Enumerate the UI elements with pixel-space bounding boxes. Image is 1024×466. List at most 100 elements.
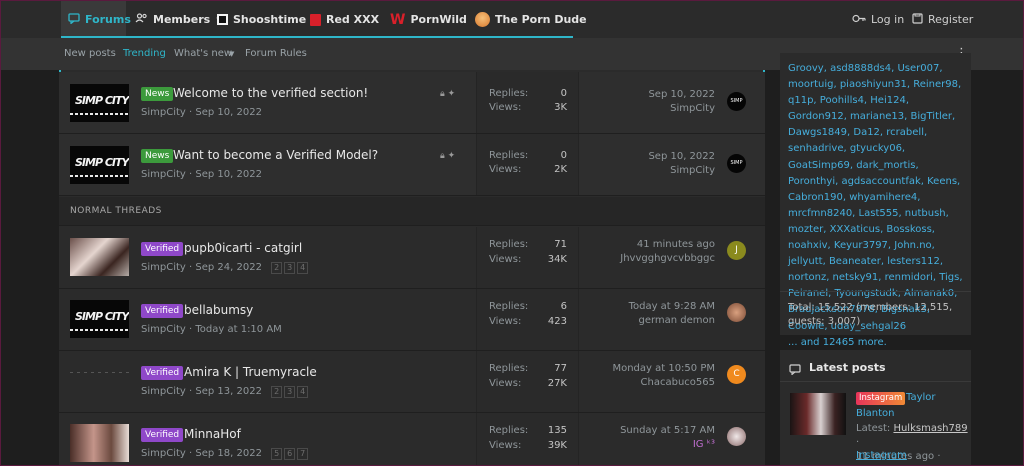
thread-row[interactable]: SIMP CITY Verified bellabumsy SimpCity ·… <box>59 289 765 351</box>
replies-count: 71 <box>554 239 567 250</box>
online-members-panel: Groovy, asd8888ds4, User007, moortuig, p… <box>780 53 971 348</box>
subnav-trending[interactable]: Trending <box>123 48 166 59</box>
page-link[interactable]: 2 <box>271 386 283 398</box>
page-link[interactable]: 7 <box>297 448 309 460</box>
tab-pornwild[interactable]: W PornWild <box>390 1 467 38</box>
views-count: 423 <box>547 316 567 327</box>
last-post-user[interactable]: Jhvvgghgvcvbbggc <box>620 253 715 264</box>
last-post-date[interactable]: Today at 9:28 AM <box>628 301 715 312</box>
latest-post-user[interactable]: Hulksmash789 <box>893 423 968 434</box>
thread-stats: Replies: 0 Views: 2K <box>476 134 579 195</box>
thread-title[interactable]: Welcome to the verified section! <box>173 86 369 100</box>
thread-author[interactable]: SimpCity <box>141 448 186 459</box>
thread-thumbnail[interactable]: SIMP CITY <box>70 84 129 122</box>
online-users[interactable]: Groovy, asd8888ds4, User007, moortuig, p… <box>788 63 963 332</box>
thread-date: Sep 13, 2022 <box>195 386 262 397</box>
replies-label: Replies: <box>489 301 529 312</box>
subnav-whats-new[interactable]: What's new <box>174 48 233 59</box>
avatar[interactable]: SIMP <box>727 92 746 111</box>
last-post-date[interactable]: Sunday at 5:17 AM <box>620 425 715 436</box>
thread-title[interactable]: Want to become a Verified Model? <box>173 148 379 162</box>
tab-pornwild-label: PornWild <box>410 13 467 26</box>
latest-post-category[interactable]: Instagram <box>856 450 907 461</box>
login-button[interactable]: Log in <box>852 1 904 38</box>
latest-posts-panel: Latest posts Instagram Taylor Blanton La… <box>780 350 971 465</box>
thread-stats: Replies: 0 Views: 3K <box>476 72 579 133</box>
thread-author[interactable]: SimpCity <box>141 386 186 397</box>
thread-title[interactable]: bellabumsy <box>184 303 254 317</box>
thread-author[interactable]: SimpCity <box>141 107 186 118</box>
latest-post-meta: Latest: Hulksmash789 · 11 minutes ago · <box>856 423 968 462</box>
thread-date: Sep 24, 2022 <box>195 262 262 273</box>
last-post-user[interactable]: Chacabuco565 <box>640 377 715 388</box>
avatar[interactable] <box>727 427 746 446</box>
avatar[interactable]: SIMP <box>727 154 746 173</box>
chevron-down-icon[interactable]: ▼ <box>229 50 235 58</box>
thread-row[interactable]: Verified pupb0icarti - catgirl SimpCity … <box>59 227 765 289</box>
page-link[interactable]: 4 <box>297 386 309 398</box>
thread-thumbnail[interactable] <box>70 238 129 276</box>
thread-row[interactable]: Verified MinnaHof SimpCity · Sep 18, 202… <box>59 413 765 465</box>
last-post-info: Today at 9:28 AM german demon <box>587 289 715 350</box>
tab-red-xxx[interactable]: Red XXX <box>310 1 379 38</box>
views-count: 3K <box>554 102 567 113</box>
avatar[interactable] <box>727 303 746 322</box>
tab-forums[interactable]: Forums <box>61 1 131 38</box>
views-count: 39K <box>547 440 567 451</box>
last-post-user[interactable]: SimpCity <box>670 165 715 176</box>
last-post-user[interactable]: german demon <box>638 315 715 326</box>
thread-author[interactable]: SimpCity <box>141 169 186 180</box>
tab-forums-label: Forums <box>85 13 131 26</box>
thread-row-sticky[interactable]: SIMP CITY News Want to become a Verified… <box>59 134 765 196</box>
page-link[interactable]: 3 <box>284 386 296 398</box>
page-link[interactable]: 2 <box>271 262 283 274</box>
chat-icon <box>789 360 801 379</box>
latest-post-thumbnail[interactable] <box>790 393 846 435</box>
avatar[interactable]: C <box>727 365 746 384</box>
register-button[interactable]: Register <box>912 1 973 38</box>
latest-post-title-part2[interactable]: Blanton <box>856 408 895 419</box>
news-badge: News <box>141 149 174 163</box>
last-post-date[interactable]: Monday at 10:50 PM <box>612 363 715 374</box>
more-users-link[interactable]: ... and 12465 more. <box>788 336 887 348</box>
last-post-user[interactable]: SimpCity <box>670 103 715 114</box>
page-link[interactable]: 5 <box>271 448 283 460</box>
latest-post-title-part1[interactable]: Taylor <box>906 392 936 403</box>
thread-title[interactable]: MinnaHof <box>184 427 241 441</box>
last-post-date[interactable]: 41 minutes ago <box>636 239 715 250</box>
views-count: 2K <box>554 164 567 175</box>
thread-thumbnail[interactable] <box>70 362 129 400</box>
avatar[interactable]: J <box>727 241 746 260</box>
last-post-date[interactable]: Sep 10, 2022 <box>648 89 715 100</box>
thread-row-sticky[interactable]: SIMP CITY News Welcome to the verified s… <box>59 72 765 134</box>
last-post-date[interactable]: Sep 10, 2022 <box>648 151 715 162</box>
thread-thumbnail[interactable]: SIMP CITY <box>70 300 129 338</box>
last-post-user[interactable]: IG ᵏ³ <box>692 439 715 450</box>
online-user-list: Groovy, asd8888ds4, User007, moortuig, p… <box>788 61 966 351</box>
thread-author[interactable]: SimpCity <box>141 324 186 335</box>
tab-red-xxx-label: Red XXX <box>326 13 380 26</box>
thread-date: Sep 10, 2022 <box>195 107 262 118</box>
subnav-new-posts[interactable]: New posts <box>64 48 116 59</box>
thread-row[interactable]: Verified Amira K | Truemyracle SimpCity … <box>59 351 765 413</box>
lock-icon: 🔒︎ ✦ <box>440 89 456 99</box>
thread-thumbnail[interactable]: SIMP CITY <box>70 146 129 184</box>
thread-author[interactable]: SimpCity <box>141 262 186 273</box>
verified-badge: Verified <box>141 366 184 380</box>
thread-stats: Replies: 71 Views: 34K <box>476 227 579 288</box>
tab-shooshtime[interactable]: Shooshtime <box>217 1 306 38</box>
lock-icon: 🔒︎ ✦ <box>440 151 456 161</box>
page-link[interactable]: 4 <box>297 262 309 274</box>
subnav-forum-rules[interactable]: Forum Rules <box>245 48 307 59</box>
views-count: 27K <box>547 378 567 389</box>
tab-members[interactable]: Members ▼ <box>135 1 222 38</box>
register-label: Register <box>928 13 974 26</box>
thread-title[interactable]: pupb0icarti - catgirl <box>184 241 303 255</box>
views-label: Views: <box>489 440 522 451</box>
page-link[interactable]: 6 <box>284 448 296 460</box>
page-link[interactable]: 3 <box>284 262 296 274</box>
thread-title[interactable]: Amira K | Truemyracle <box>184 365 317 379</box>
thread-thumbnail[interactable] <box>70 424 129 462</box>
tab-porndude[interactable]: The Porn Dude <box>475 1 587 38</box>
key-icon <box>852 13 866 26</box>
